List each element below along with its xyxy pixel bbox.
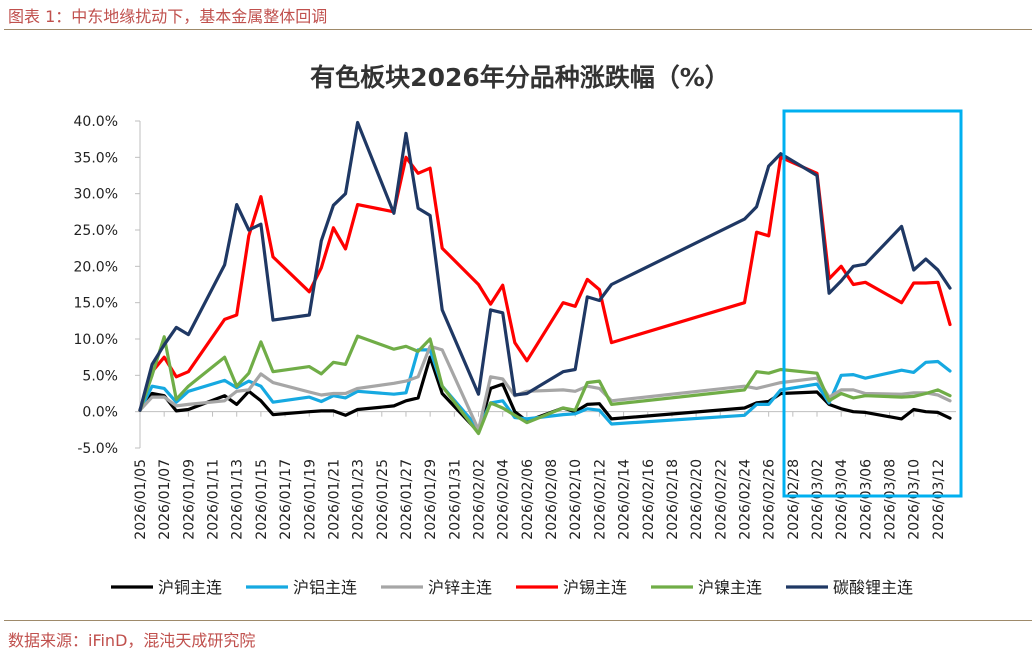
- y-tick-label: 40.0%: [74, 114, 118, 130]
- y-axis-ticks: 40.0% 35.0% 30.0% 25.0% 20.0% 15.0% 10.0% 5.0% 0…: [74, 114, 118, 457]
- y-tick-label: 35.0%: [74, 150, 118, 166]
- y-tick-label: 25.0%: [74, 223, 118, 239]
- highlight-box: [782, 109, 963, 498]
- y-tick-label: 10.0%: [74, 332, 118, 348]
- y-tick-label: -5.0%: [77, 441, 118, 457]
- legend: 沪铜主连 沪铝主连 沪锌主连 沪锡主连 沪镍主连 碳酸锂主连: [111, 578, 913, 597]
- top-divider: [4, 29, 1032, 30]
- x-tick-label: 2026/02/04: [496, 459, 512, 540]
- x-tick-label: 2026/02/06: [520, 459, 536, 540]
- series-line-5: [138, 334, 952, 436]
- x-tick-label: 2026/01/17: [278, 459, 294, 540]
- legend-label: 沪铝主连: [293, 578, 357, 597]
- x-tick-label: 2026/02/16: [641, 459, 657, 540]
- x-tick-label: 2026/03/12: [931, 459, 947, 540]
- series-line-2: [138, 348, 952, 430]
- x-tick-label: 2026/01/05: [133, 459, 149, 540]
- x-tick-label: 2026/01/07: [157, 459, 173, 540]
- legend-label: 沪锡主连: [563, 578, 627, 597]
- x-tick-label: 2026/01/15: [254, 459, 270, 540]
- x-tick-label: 2026/01/31: [447, 459, 463, 540]
- x-tick-label: 2026/02/12: [592, 459, 608, 540]
- x-tick-label: 2026/01/23: [351, 459, 367, 540]
- series-layer: [138, 120, 952, 436]
- y-tick-label: 0.0%: [82, 405, 118, 421]
- x-axis-ticks: 2026/01/05 2026/01/07 2026/01/09 2026/01/11…: [133, 459, 947, 540]
- figure-title: 图表 1：中东地缘扰动下，基本金属整体回调: [8, 7, 328, 26]
- x-tick-label: 2026/01/19: [302, 459, 318, 540]
- x-tick-label: 2026/02/08: [544, 459, 560, 540]
- x-tick-label: 2026/02/26: [762, 459, 778, 540]
- x-tick-label: 2026/02/14: [617, 459, 633, 540]
- legend-label: 沪铜主连: [158, 578, 222, 597]
- x-tick-label: 2026/02/18: [665, 459, 681, 540]
- x-tick-label: 2026/02/22: [713, 459, 729, 540]
- x-tick-label: 2026/01/27: [399, 459, 415, 540]
- legend-label: 沪镍主连: [698, 578, 762, 597]
- x-tick-label: 2026/03/02: [810, 459, 826, 540]
- x-tick-label: 2026/01/09: [181, 459, 197, 540]
- x-tick-label: 2026/01/21: [326, 459, 342, 540]
- series-line-1: [138, 355, 952, 434]
- x-tick-label: 2026/01/25: [375, 459, 391, 540]
- x-tick-label: 2026/02/24: [737, 459, 753, 540]
- x-tick-label: 2026/03/04: [834, 459, 850, 540]
- y-tick-label: 20.0%: [74, 259, 118, 275]
- y-tick-label: 30.0%: [74, 187, 118, 203]
- x-tick-label: 2026/01/11: [206, 459, 222, 540]
- x-tick-label: 2026/02/20: [689, 459, 705, 540]
- legend-label: 碳酸锂主连: [833, 578, 913, 597]
- x-tick-label: 2026/01/29: [423, 459, 439, 540]
- series-line-6: [138, 120, 952, 412]
- x-tick-label: 2026/03/06: [858, 459, 874, 540]
- x-tick-label: 2026/01/13: [230, 459, 246, 540]
- x-tick-label: 2026/02/28: [786, 459, 802, 540]
- source-note: 数据来源：iFinD，混沌天成研究院: [8, 631, 256, 650]
- bottom-divider: [4, 620, 1032, 621]
- x-tick-label: 2026/03/08: [883, 459, 899, 540]
- x-tick-label: 2026/02/02: [472, 459, 488, 540]
- chart-title: 有色板块2026年分品种涨跌幅（%）: [310, 63, 730, 92]
- y-tick-label: 5.0%: [82, 368, 118, 384]
- y-tick-label: 15.0%: [74, 296, 118, 312]
- x-tick-label: 2026/02/10: [568, 459, 584, 540]
- x-tick-label: 2026/03/10: [907, 459, 923, 540]
- legend-label: 沪锌主连: [428, 578, 492, 597]
- series-line-3: [138, 344, 952, 432]
